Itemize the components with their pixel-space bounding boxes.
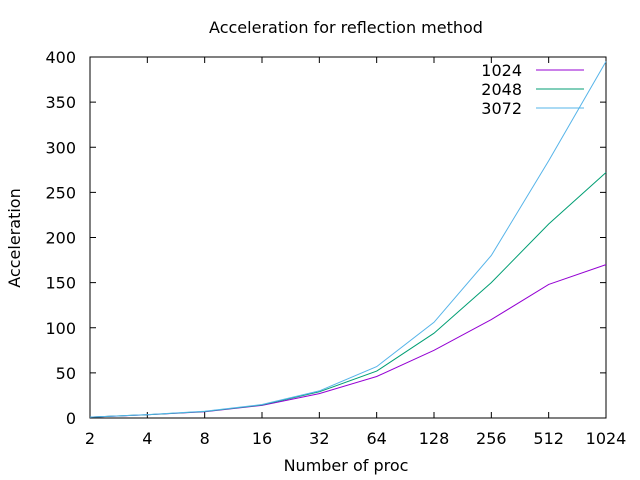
series-line-2048 — [89, 172, 607, 418]
plot-area — [89, 56, 607, 419]
x-tick-label: 4 — [142, 429, 152, 448]
chart-title: Acceleration for reflection method — [209, 18, 483, 37]
x-tick-label: 64 — [366, 429, 386, 448]
y-tick-label: 50 — [56, 364, 76, 383]
y-tick-label: 350 — [45, 93, 76, 112]
x-tick-label: 16 — [252, 429, 272, 448]
x-tick-label: 512 — [533, 429, 564, 448]
y-tick-label: 400 — [45, 48, 76, 67]
x-tick-label: 1024 — [586, 429, 627, 448]
y-axis-label: Acceleration — [5, 188, 24, 287]
legend-label: 2048 — [481, 80, 522, 99]
y-tick-label: 300 — [45, 138, 76, 157]
x-tick-label: 256 — [476, 429, 507, 448]
series-line-3072 — [89, 61, 607, 418]
x-tick-label: 8 — [200, 429, 210, 448]
x-tick-label: 128 — [419, 429, 450, 448]
axis-ticks: 2 4 8 16 32 64 128 256 512 1024 0 50 100 150 200 250 300… — [45, 48, 626, 448]
x-tick-label: 2 — [85, 429, 95, 448]
series-line-1024 — [89, 264, 607, 418]
y-tick-label: 100 — [45, 319, 76, 338]
series-lines — [89, 61, 607, 418]
x-axis-label: Number of proc — [284, 456, 409, 475]
y-tick-label: 0 — [66, 409, 76, 428]
legend-label: 1024 — [481, 61, 522, 80]
legend-label: 3072 — [481, 99, 522, 118]
y-tick-label: 150 — [45, 274, 76, 293]
x-tick-label: 32 — [309, 429, 329, 448]
y-tick-label: 200 — [45, 229, 76, 248]
y-tick-label: 250 — [45, 183, 76, 202]
